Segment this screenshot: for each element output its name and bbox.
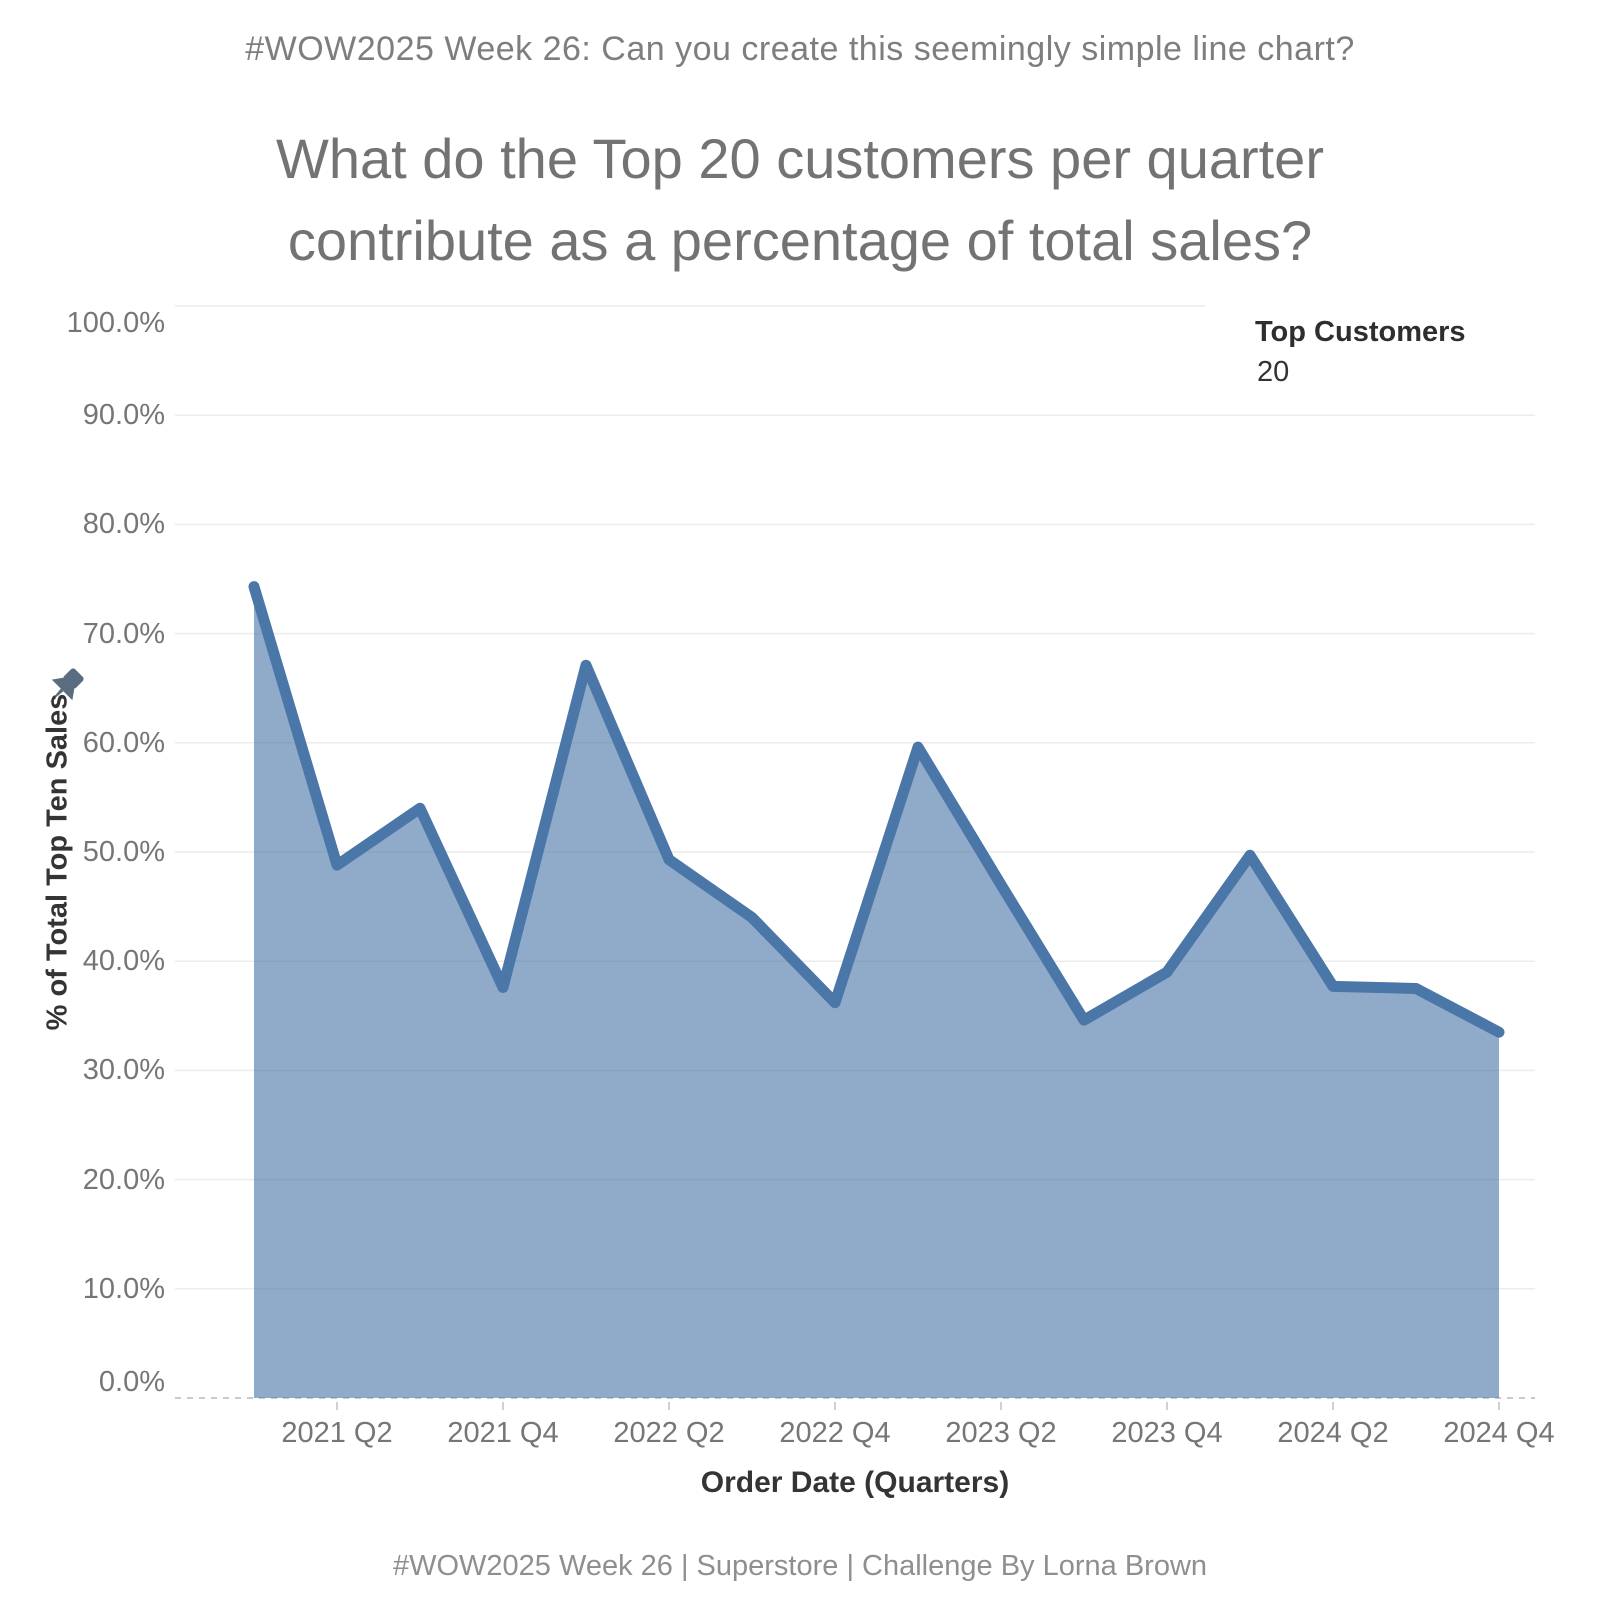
plot-svg[interactable] (175, 290, 1535, 1420)
y-tick-label: 70.0% (82, 617, 165, 650)
y-tick-label: 40.0% (82, 945, 165, 978)
x-tick-label: 2024 Q4 (1443, 1417, 1555, 1449)
legend-value[interactable]: 20 (1257, 356, 1290, 388)
x-tick-label: 2023 Q2 (945, 1417, 1057, 1449)
y-tick-label: 100.0% (66, 307, 165, 339)
x-tick-label: 2023 Q4 (1111, 1417, 1223, 1449)
chart-title-line1: What do the Top 20 customers per quarter (276, 127, 1324, 190)
y-tick-label: 50.0% (82, 836, 165, 868)
x-tick-label: 2024 Q2 (1277, 1417, 1389, 1449)
x-tick-label: 2022 Q2 (613, 1417, 725, 1449)
y-tick-label: 60.0% (82, 726, 165, 759)
chart-title: What do the Top 20 customers per quarter… (140, 118, 1460, 282)
area-mark[interactable] (254, 586, 1499, 1398)
legend-title: Top Customers (1255, 316, 1466, 348)
legend[interactable]: Top Customers 20 (1205, 294, 1537, 410)
x-axis-title: Order Date (Quarters) (700, 1466, 1010, 1499)
chart-title-line2: contribute as a percentage of total sale… (287, 209, 1313, 272)
y-tick-label: 0.0% (98, 1366, 165, 1398)
y-tick-label: 30.0% (82, 1054, 165, 1087)
line-mark[interactable] (248, 581, 1505, 1038)
y-tick-label: 10.0% (82, 1272, 165, 1305)
pin-icon[interactable] (40, 662, 90, 712)
x-tick-label: 2021 Q2 (281, 1417, 393, 1449)
x-tick-label: 2022 Q4 (779, 1417, 891, 1449)
y-tick-label: 90.0% (82, 399, 165, 432)
header-caption: #WOW2025 Week 26: Can you create this se… (245, 30, 1355, 68)
footer-caption: #WOW2025 Week 26 | Superstore | Challeng… (392, 1550, 1208, 1582)
y-axis-title: % of Total Top Ten Sales (41, 693, 74, 1031)
y-tick-label: 20.0% (82, 1163, 165, 1196)
y-tick-label: 80.0% (82, 508, 165, 541)
x-tick-label: 2021 Q4 (447, 1417, 559, 1449)
